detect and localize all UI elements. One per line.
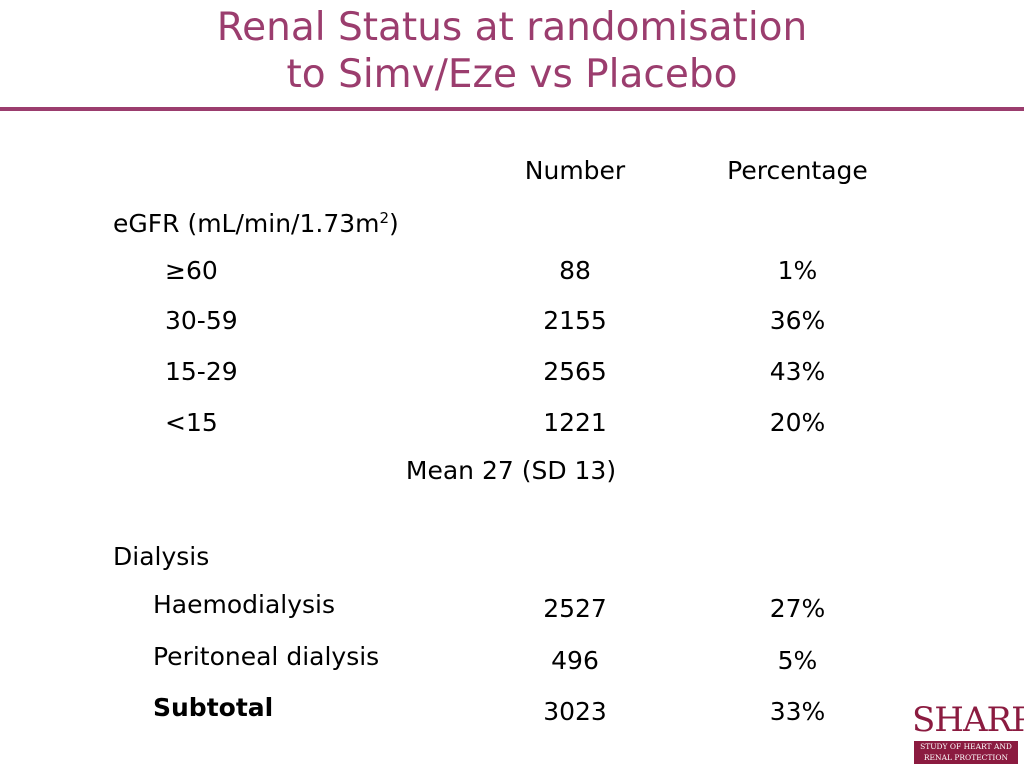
row-number: 2527 [543,594,607,623]
sharp-logo: SHARP STUDY OF HEART AND RENAL PROTECTIO… [912,700,1024,764]
row-number: 3023 [543,697,607,726]
row-label: Peritoneal dialysis [153,642,380,671]
row-number: 496 [551,646,599,675]
row-label: 30-59 [165,306,238,335]
slide-title-line-2: to Simv/Eze vs Placebo [286,52,738,97]
dialysis-group-label: Dialysis [113,542,210,571]
row-percentage: 20% [769,408,826,437]
egfr-mean: Mean 27 (SD 13) [405,456,617,485]
row-percentage: 5% [777,646,818,675]
row-label: ≥60 [165,256,218,285]
row-percentage: 36% [769,306,826,335]
header-percentage: Percentage [727,156,868,185]
slide-title: Renal Status at randomisation to Simv/Ez… [0,4,1024,98]
row-percentage: 33% [769,697,826,726]
row-number: 1221 [543,408,607,437]
title-divider [0,107,1024,111]
logo-tagline-line-1: STUDY OF HEART AND [920,742,1012,751]
row-label: <15 [165,408,218,437]
row-percentage: 43% [769,357,826,386]
row-percentage: 27% [769,594,826,623]
row-number: 88 [559,256,591,285]
logo-tagline-line-2: RENAL PROTECTION [923,753,1009,762]
logo-wordmark: SHARP [912,700,1024,740]
header-number: Number [524,156,626,185]
row-label-subtotal: Subtotal [153,693,274,722]
egfr-group-label: eGFR (mL/min/1.73m2) [113,209,399,238]
row-percentage: 1% [777,256,818,285]
row-number: 2155 [543,306,607,335]
logo-tagline: STUDY OF HEART AND RENAL PROTECTION [914,741,1018,764]
row-number: 2565 [543,357,607,386]
row-label: 15-29 [165,357,238,386]
slide-title-line-1: Renal Status at randomisation [216,5,808,50]
row-label: Haemodialysis [153,590,336,619]
